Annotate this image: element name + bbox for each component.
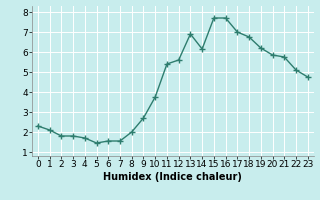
X-axis label: Humidex (Indice chaleur): Humidex (Indice chaleur) bbox=[103, 172, 242, 182]
